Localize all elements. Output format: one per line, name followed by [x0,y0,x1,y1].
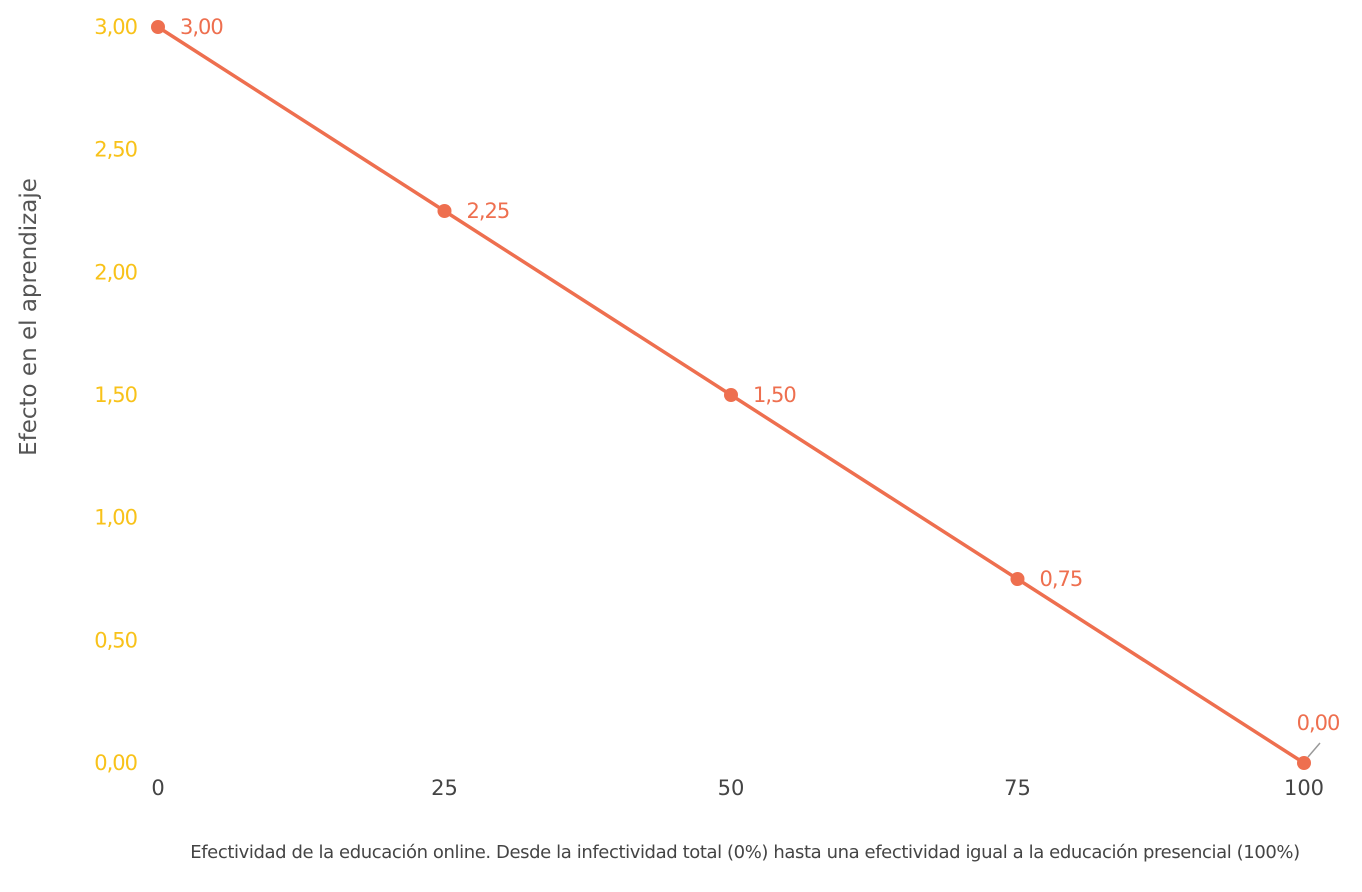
y-axis-title: Efecto en el aprendizaje [16,178,42,456]
y-tick-label: 0,00 [94,751,137,775]
x-tick-label: 50 [718,776,745,800]
data-label: 0,75 [1040,567,1083,591]
data-point [437,204,452,218]
y-tick-label: 0,50 [94,628,137,652]
data-point [724,388,738,402]
data-label: 1,50 [753,383,796,407]
data-point [151,20,165,34]
y-tick-label: 1,50 [94,383,137,407]
data-label: 3,00 [180,15,223,39]
x-tick-label: 0 [151,776,164,800]
data-label-connector [1307,742,1321,758]
x-tick-label: 100 [1284,776,1324,800]
x-tick-label: 25 [431,776,458,800]
data-point [1010,572,1025,586]
data-label: 0,00 [1297,711,1340,735]
y-tick-label: 3,00 [94,15,137,39]
y-axis-title-group: Efecto en el aprendizaje [16,178,42,456]
data-labels-layer: 3,00 2,25 1,50 0,75 0,00 [180,15,1340,758]
y-tick-label: 1,00 [94,506,137,530]
series-layer [151,20,1311,770]
y-axis-ticks: 0,00 0,50 1,00 1,50 2,00 2,50 3,00 [94,15,138,775]
x-tick-label: 75 [1004,776,1031,800]
x-axis-title: Efectividad de la educación online. Desd… [190,842,1300,863]
y-tick-label: 2,00 [94,260,137,284]
data-point [1297,756,1311,770]
data-label: 2,25 [467,199,510,223]
x-axis-ticks: 0 25 50 75 100 [151,776,1324,800]
y-tick-label: 2,50 [94,138,137,162]
